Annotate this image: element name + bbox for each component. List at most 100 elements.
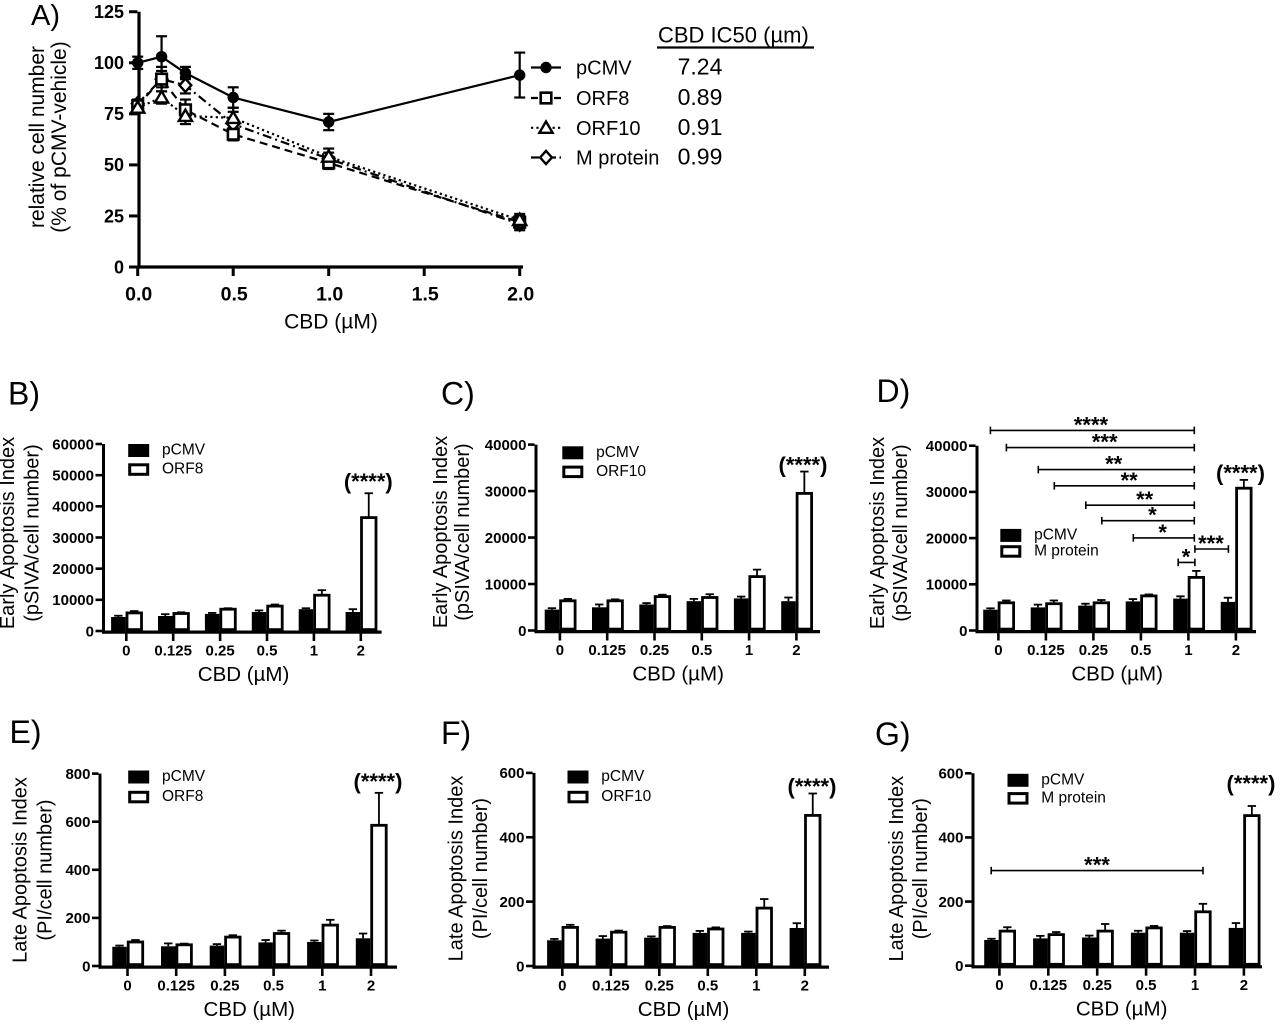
svg-text:1: 1 — [318, 978, 326, 995]
svg-text:***: *** — [1084, 853, 1110, 878]
svg-text:60000: 60000 — [52, 436, 94, 453]
svg-text:ORF8: ORF8 — [162, 788, 203, 805]
svg-text:Late Apoptosis Index: Late Apoptosis Index — [886, 776, 908, 962]
svg-text:0.25: 0.25 — [205, 643, 234, 660]
svg-text:**: ** — [1105, 452, 1123, 477]
svg-text:100: 100 — [94, 53, 124, 73]
svg-text:0.25: 0.25 — [1079, 642, 1108, 659]
svg-text:50000: 50000 — [52, 467, 94, 484]
svg-text:CBD (µM): CBD (µM) — [203, 998, 295, 1021]
svg-text:ORF10: ORF10 — [576, 118, 640, 140]
svg-text:1: 1 — [1191, 977, 1199, 994]
svg-text:0.5: 0.5 — [697, 978, 718, 995]
svg-text:0.89: 0.89 — [678, 84, 723, 110]
svg-text:CBD (µM): CBD (µM) — [1071, 663, 1163, 686]
svg-text:10000: 10000 — [926, 577, 968, 594]
svg-text:M protein: M protein — [1041, 789, 1106, 806]
svg-text:0: 0 — [86, 623, 94, 640]
svg-text:2: 2 — [792, 642, 800, 659]
svg-text:pCMV: pCMV — [1034, 527, 1078, 544]
svg-text:0.25: 0.25 — [645, 978, 674, 995]
svg-text:CBD (µM): CBD (µM) — [632, 663, 724, 686]
svg-text:1: 1 — [752, 978, 760, 995]
svg-text:pCMV: pCMV — [162, 768, 206, 785]
svg-text:20000: 20000 — [52, 561, 94, 578]
svg-text:400: 400 — [65, 862, 90, 879]
svg-text:0: 0 — [556, 642, 564, 659]
svg-text:(% of pCMV-vehicle): (% of pCMV-vehicle) — [48, 41, 71, 232]
svg-text:0: 0 — [995, 977, 1003, 994]
svg-text:30000: 30000 — [52, 530, 94, 547]
svg-text:(****): (****) — [344, 469, 393, 494]
svg-text:0.91: 0.91 — [678, 114, 723, 140]
svg-text:Early Apoptosis Index: Early Apoptosis Index — [867, 437, 889, 629]
svg-text:600: 600 — [938, 766, 963, 783]
svg-text:125: 125 — [94, 2, 124, 22]
svg-text:Early Apoptosis Index: Early Apoptosis Index — [430, 436, 452, 628]
svg-text:CBD (µM): CBD (µM) — [198, 663, 290, 686]
svg-text:40000: 40000 — [926, 438, 968, 455]
svg-text:C): C) — [441, 376, 475, 412]
svg-text:0.125: 0.125 — [1030, 977, 1068, 994]
svg-text:ORF8: ORF8 — [162, 461, 203, 478]
svg-text:0: 0 — [122, 643, 130, 660]
svg-text:10000: 10000 — [52, 592, 94, 609]
svg-text:Early Apoptosis Index: Early Apoptosis Index — [0, 437, 19, 629]
svg-text:pCMV: pCMV — [162, 442, 206, 459]
svg-text:ORF10: ORF10 — [596, 463, 646, 480]
svg-text:25: 25 — [104, 206, 124, 226]
svg-text:relative cell number: relative cell number — [26, 46, 49, 228]
svg-text:20000: 20000 — [926, 530, 968, 547]
svg-text:G): G) — [875, 716, 911, 752]
svg-text:30000: 30000 — [926, 484, 968, 501]
svg-text:(PI/cell number): (PI/cell number) — [470, 798, 492, 939]
svg-text:2.0: 2.0 — [507, 284, 534, 306]
svg-text:E): E) — [10, 714, 42, 750]
svg-text:1: 1 — [1184, 642, 1192, 659]
svg-text:(PI/cell number): (PI/cell number) — [910, 798, 932, 939]
svg-text:0: 0 — [123, 978, 131, 995]
svg-text:2: 2 — [1240, 977, 1248, 994]
svg-text:75: 75 — [104, 104, 124, 124]
svg-text:0: 0 — [959, 623, 967, 640]
svg-text:0.25: 0.25 — [1083, 977, 1112, 994]
svg-text:(****): (****) — [788, 774, 837, 799]
svg-text:40000: 40000 — [52, 499, 94, 516]
svg-text:0.125: 0.125 — [588, 642, 626, 659]
svg-text:0.125: 0.125 — [592, 978, 630, 995]
svg-text:CBD IC50 (µm): CBD IC50 (µm) — [658, 23, 809, 48]
svg-text:(****): (****) — [354, 769, 403, 794]
svg-text:2: 2 — [1232, 642, 1240, 659]
svg-text:0: 0 — [994, 642, 1002, 659]
svg-text:**: ** — [1121, 468, 1139, 493]
svg-text:B): B) — [8, 376, 40, 412]
svg-text:2: 2 — [357, 643, 365, 660]
svg-text:0.5: 0.5 — [1136, 977, 1157, 994]
svg-text:M protein: M protein — [576, 148, 659, 170]
svg-text:0: 0 — [114, 257, 124, 277]
svg-text:0.125: 0.125 — [157, 978, 195, 995]
svg-text:pCMV: pCMV — [601, 768, 645, 785]
svg-text:0.25: 0.25 — [640, 642, 669, 659]
svg-text:2: 2 — [801, 978, 809, 995]
svg-text:****: **** — [1074, 412, 1109, 437]
svg-text:0.99: 0.99 — [678, 144, 723, 170]
svg-text:*: * — [1148, 503, 1157, 528]
svg-text:600: 600 — [65, 814, 90, 831]
svg-text:(PI/cell number): (PI/cell number) — [34, 799, 56, 940]
svg-text:CBD (µM): CBD (µM) — [284, 311, 378, 334]
svg-text:CBD (µM): CBD (µM) — [638, 998, 730, 1021]
svg-text:CBD (µM): CBD (µM) — [1076, 998, 1168, 1021]
svg-text:(****): (****) — [1227, 771, 1276, 796]
svg-text:10000: 10000 — [485, 576, 527, 593]
svg-text:*: * — [1158, 520, 1167, 545]
svg-text:50: 50 — [104, 155, 124, 175]
svg-text:1: 1 — [745, 642, 753, 659]
svg-text:pCMV: pCMV — [576, 58, 632, 80]
svg-text:1: 1 — [310, 643, 318, 660]
svg-text:40000: 40000 — [485, 437, 527, 454]
svg-text:A): A) — [31, 0, 60, 32]
svg-text:2: 2 — [367, 978, 375, 995]
svg-text:200: 200 — [65, 910, 90, 927]
svg-text:800: 800 — [65, 766, 90, 783]
